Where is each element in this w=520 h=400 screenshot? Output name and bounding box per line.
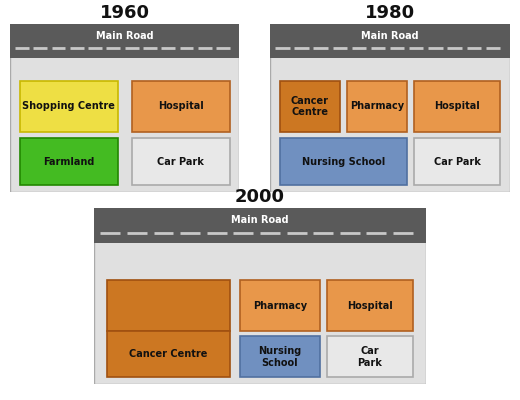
Bar	[280, 138, 407, 185]
Bar	[107, 331, 230, 377]
Bar	[20, 81, 118, 132]
Text: Hospital: Hospital	[347, 301, 393, 311]
Bar	[107, 280, 230, 331]
Bar	[132, 138, 230, 185]
Text: Cancer
Centre: Cancer Centre	[291, 96, 329, 117]
Bar	[240, 280, 320, 331]
Text: Pharmacy: Pharmacy	[350, 101, 404, 111]
Text: Car Park: Car Park	[158, 157, 204, 167]
FancyBboxPatch shape	[10, 24, 239, 192]
Bar	[240, 336, 320, 377]
Text: Nursing School: Nursing School	[302, 157, 385, 167]
Bar	[414, 138, 500, 185]
Text: Hospital: Hospital	[434, 101, 480, 111]
Text: Hospital: Hospital	[158, 101, 204, 111]
Text: Cancer Centre: Cancer Centre	[129, 349, 207, 359]
Text: Main Road: Main Road	[231, 215, 289, 225]
Text: Car
Park: Car Park	[357, 346, 382, 368]
Title: 1960: 1960	[100, 4, 150, 22]
Bar	[270, 24, 510, 58]
Bar	[132, 81, 230, 132]
Text: Farmland: Farmland	[43, 157, 95, 167]
Bar	[347, 81, 407, 132]
Bar	[327, 280, 413, 331]
Text: Car Park: Car Park	[434, 157, 480, 167]
Text: Nursing
School: Nursing School	[258, 346, 302, 368]
Bar	[414, 81, 500, 132]
FancyBboxPatch shape	[94, 208, 426, 384]
Title: 2000: 2000	[235, 188, 285, 206]
Bar	[327, 336, 413, 377]
Text: Pharmacy: Pharmacy	[253, 301, 307, 311]
FancyBboxPatch shape	[270, 24, 510, 192]
Title: 1980: 1980	[365, 4, 415, 22]
Bar	[94, 208, 426, 243]
Bar	[280, 81, 340, 132]
Text: Shopping Centre: Shopping Centre	[22, 101, 115, 111]
Bar	[10, 24, 239, 58]
Text: Main Road: Main Road	[361, 31, 419, 41]
Text: Main Road: Main Road	[96, 31, 153, 41]
Bar	[20, 138, 118, 185]
